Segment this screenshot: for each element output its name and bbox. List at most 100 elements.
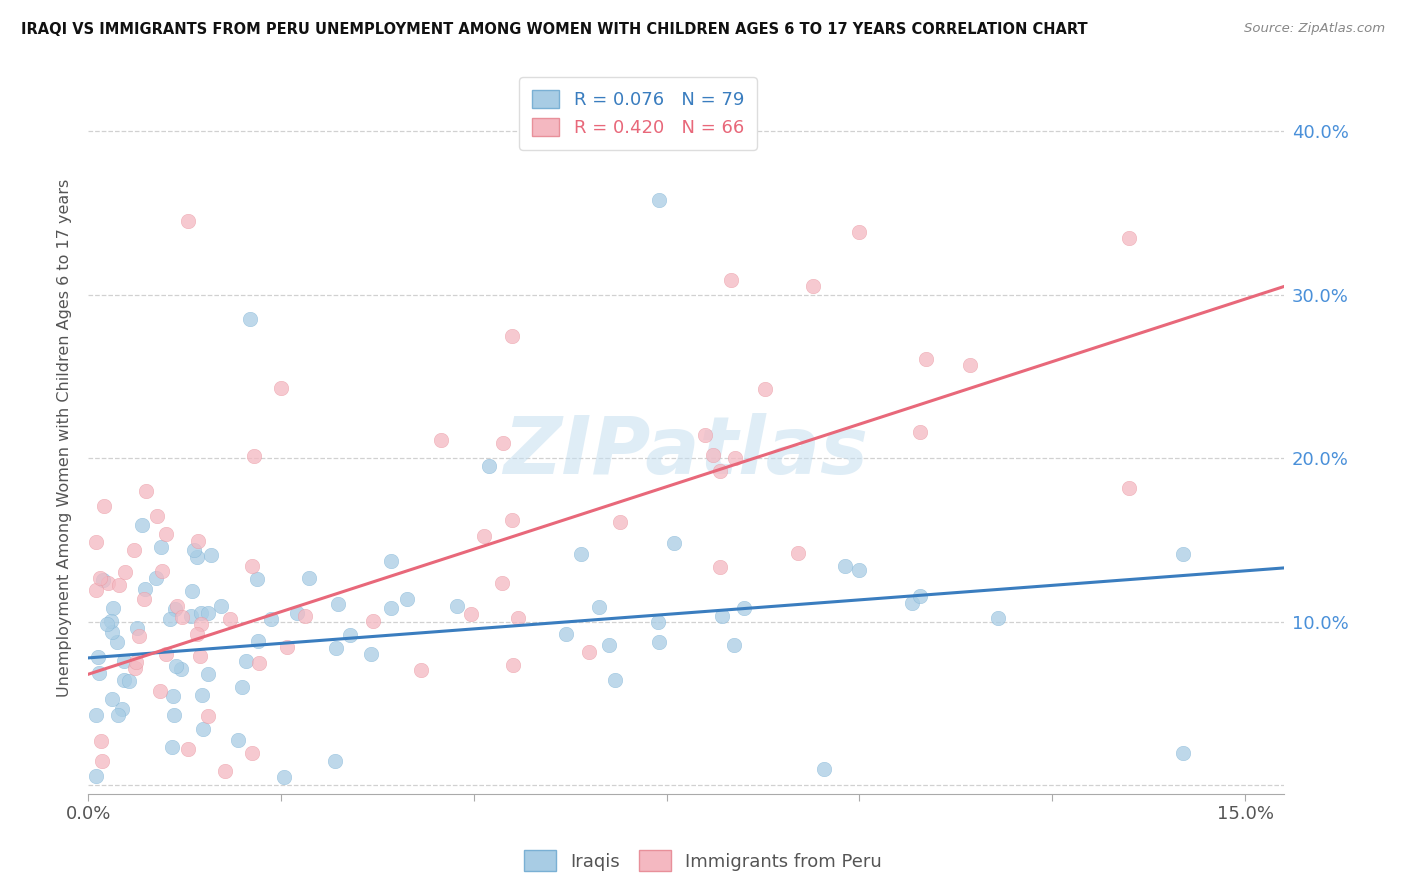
- Point: [569, 547, 592, 561]
- Point: [411, 663, 433, 677]
- Point: [155, 526, 177, 541]
- Point: [125, 621, 148, 635]
- Point: [84, 582, 107, 597]
- Point: [170, 662, 193, 676]
- Point: [118, 674, 141, 689]
- Point: [1173, 547, 1195, 561]
- Point: [959, 359, 981, 373]
- Point: [197, 709, 219, 723]
- Point: [111, 702, 134, 716]
- Point: [724, 450, 747, 465]
- Point: [135, 483, 157, 498]
- Point: [648, 193, 671, 207]
- Point: [177, 214, 200, 228]
- Point: [122, 543, 145, 558]
- Point: [218, 612, 240, 626]
- Y-axis label: Unemployment Among Women with Children Ages 6 to 17 years: Unemployment Among Women with Children A…: [58, 178, 72, 697]
- Point: [901, 596, 924, 610]
- Point: [96, 617, 118, 632]
- Point: [214, 764, 236, 778]
- Point: [702, 448, 724, 462]
- Point: [114, 565, 136, 579]
- Point: [609, 516, 631, 530]
- Point: [231, 680, 253, 694]
- Point: [430, 434, 453, 448]
- Point: [146, 509, 169, 524]
- Point: [149, 684, 172, 698]
- Point: [695, 427, 717, 442]
- Point: [578, 645, 600, 659]
- Point: [100, 692, 122, 706]
- Point: [491, 576, 513, 591]
- Point: [273, 770, 295, 784]
- Text: Source: ZipAtlas.com: Source: ZipAtlas.com: [1244, 22, 1385, 36]
- Point: [131, 518, 153, 533]
- Point: [180, 609, 202, 624]
- Point: [108, 577, 131, 591]
- Point: [834, 558, 856, 573]
- Point: [380, 554, 402, 568]
- Point: [395, 592, 418, 607]
- Point: [191, 688, 214, 702]
- Point: [605, 673, 627, 687]
- Point: [1118, 230, 1140, 244]
- Point: [239, 312, 262, 326]
- Point: [97, 576, 120, 591]
- Point: [89, 665, 111, 680]
- Point: [89, 571, 111, 585]
- Point: [155, 647, 177, 661]
- Point: [190, 606, 212, 620]
- Point: [446, 599, 468, 614]
- Point: [240, 559, 263, 574]
- Point: [361, 615, 384, 629]
- Point: [243, 449, 266, 463]
- Point: [180, 583, 202, 598]
- Point: [91, 573, 114, 587]
- Point: [910, 589, 932, 603]
- Point: [360, 647, 382, 661]
- Point: [492, 435, 515, 450]
- Point: [128, 629, 150, 643]
- Point: [501, 513, 523, 527]
- Point: [114, 654, 136, 668]
- Point: [662, 535, 685, 549]
- Point: [134, 582, 156, 597]
- Point: [190, 649, 212, 664]
- Point: [325, 640, 347, 655]
- Point: [150, 564, 173, 578]
- Legend: Iraqis, Immigrants from Peru: Iraqis, Immigrants from Peru: [516, 843, 890, 879]
- Point: [193, 722, 215, 736]
- Point: [270, 380, 292, 394]
- Point: [294, 608, 316, 623]
- Point: [848, 564, 870, 578]
- Point: [125, 655, 148, 669]
- Point: [285, 606, 308, 620]
- Point: [501, 328, 523, 343]
- Point: [107, 708, 129, 723]
- Point: [502, 657, 524, 672]
- Point: [209, 599, 232, 613]
- Point: [326, 597, 349, 611]
- Point: [183, 543, 205, 558]
- Point: [260, 612, 283, 626]
- Point: [723, 638, 745, 652]
- Point: [145, 571, 167, 585]
- Point: [276, 640, 298, 654]
- Point: [323, 754, 346, 768]
- Point: [124, 660, 146, 674]
- Point: [165, 659, 187, 673]
- Point: [242, 746, 264, 760]
- Point: [555, 626, 578, 640]
- Point: [848, 225, 870, 239]
- Point: [150, 541, 173, 555]
- Text: ZIPatlas: ZIPatlas: [503, 413, 869, 491]
- Point: [987, 611, 1010, 625]
- Point: [177, 741, 200, 756]
- Point: [339, 628, 361, 642]
- Point: [460, 607, 482, 622]
- Point: [112, 673, 135, 687]
- Point: [163, 708, 186, 723]
- Legend: R = 0.076   N = 79, R = 0.420   N = 66: R = 0.076 N = 79, R = 0.420 N = 66: [519, 77, 756, 150]
- Point: [786, 546, 808, 560]
- Point: [84, 535, 107, 549]
